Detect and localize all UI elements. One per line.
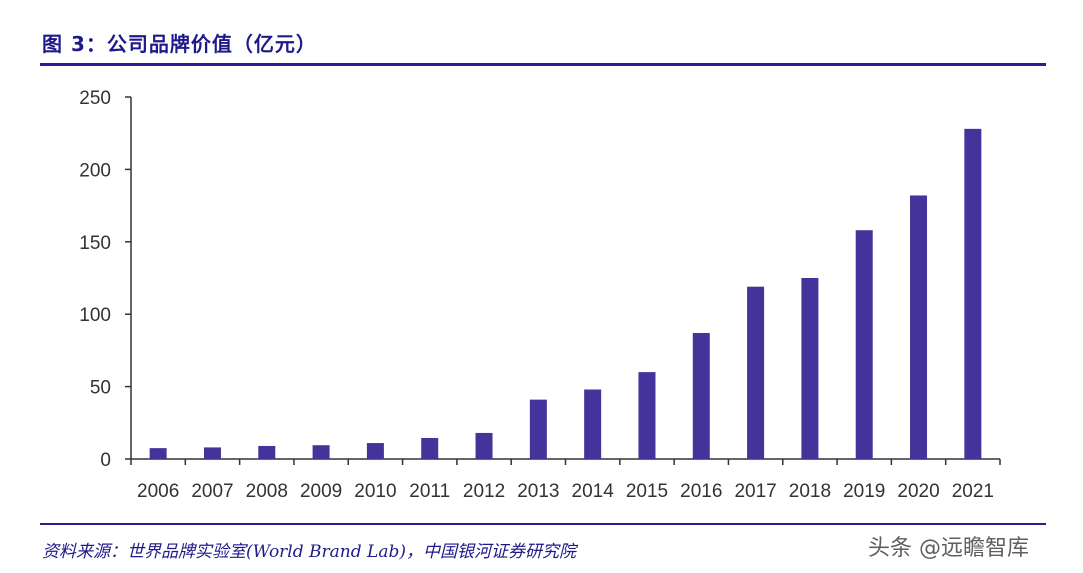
bar-2013 [529,399,547,459]
bar-2008 [258,445,276,459]
x-tick-label: 2008 [246,481,288,502]
x-tick-label: 2017 [734,481,776,502]
x-tick-label: 2016 [680,481,722,502]
figure-title: 图 3：公司品牌价值（亿元） [42,32,317,56]
bar-2011 [421,438,439,459]
footer-rule [40,523,1046,525]
bar-2006 [149,448,167,459]
bar-2007 [203,447,221,459]
bar-2016 [692,333,710,459]
y-tick-label: 250 [79,88,111,109]
y-axis: 0 50 100 150 200 250 [79,88,132,471]
x-tick-label: 2021 [952,481,994,502]
source-note: 资料来源：世界品牌实验室(World Brand Lab)，中国银河证券研究院 [42,542,576,562]
bar-2009 [312,445,330,459]
bar-2019 [855,230,873,459]
y-tick-label: 50 [90,378,111,399]
y-tick-label: 0 [100,450,111,471]
bar-2017 [747,286,765,459]
bar-2012 [475,432,493,459]
bar-2014 [584,389,602,459]
watermark: 头条 @远瞻智库 [868,536,1029,561]
bar-2015 [638,372,656,459]
bars [149,128,982,460]
x-tick-label: 2007 [191,481,233,502]
x-tick-label: 2020 [897,481,939,502]
bar-2010 [366,443,384,459]
x-axis: 2006 2007 2008 2009 2010 2011 2012 2013 2014 2015… [130,458,1001,502]
x-tick-label: 2006 [137,481,179,502]
bar-2021 [964,128,982,459]
y-tick-label: 200 [79,160,111,181]
x-tick-label: 2009 [300,481,342,502]
x-tick-label: 2013 [517,481,559,502]
header-rule [40,63,1046,66]
bar-2018 [801,278,819,459]
x-tick-label: 2019 [843,481,885,502]
x-tick-label: 2014 [572,481,615,502]
y-tick-label: 100 [79,305,111,326]
x-tick-label: 2011 [409,481,450,502]
y-tick-label: 150 [79,233,111,254]
x-tick-label: 2018 [789,481,831,502]
x-tick-label: 2012 [463,481,505,502]
bar-2020 [910,195,928,460]
x-tick-label: 2015 [626,481,668,502]
x-tick-label: 2010 [354,481,396,502]
